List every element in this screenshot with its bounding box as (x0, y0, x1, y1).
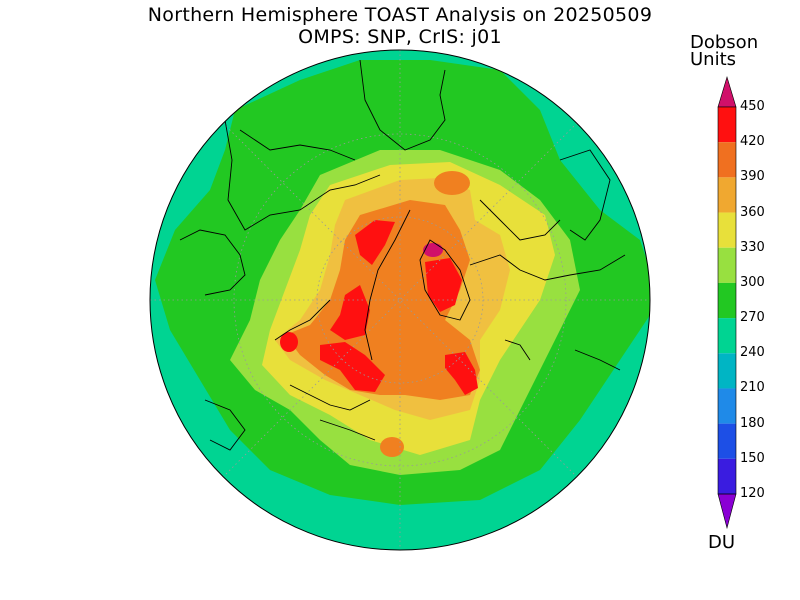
colorbar-unit: DU (708, 532, 736, 553)
colorbar-tick-label: 270 (740, 310, 765, 326)
map-border (149, 49, 651, 551)
map-title: Northern Hemisphere TOAST Analysis on 20… (0, 4, 800, 48)
colorbar-tick-label: 420 (740, 134, 765, 150)
region-390-420-north (434, 171, 470, 195)
colorbar-tick-label: 210 (740, 380, 765, 396)
title-line-1: Northern Hemisphere TOAST Analysis on 20… (147, 4, 653, 26)
colorbar-band (718, 177, 736, 213)
colorbar-band (718, 282, 736, 319)
colorbar-tick-label: 180 (740, 415, 765, 431)
region-420-450-d (445, 352, 478, 395)
colorbar-band (718, 353, 736, 389)
region-420-450-b (330, 285, 370, 340)
colorbar-tick-label: 120 (740, 486, 765, 501)
colorbar-title: Dobson Units (690, 32, 780, 70)
colorbar-tick-label: 150 (740, 450, 765, 466)
region-420-450-f (280, 332, 298, 352)
colorbar-title-line-2: Units (690, 49, 737, 70)
colorbar-band (718, 458, 736, 494)
colorbar-band (718, 423, 736, 459)
colorbar-outline (717, 106, 737, 495)
region-420-450-a (355, 220, 395, 265)
colorbar-band (718, 388, 736, 424)
region-above-450 (423, 243, 443, 257)
ozone-field (150, 50, 650, 550)
title-line-2: OMPS: SNP, CrIS: j01 (298, 26, 502, 48)
colorbar-bottom-triangle (717, 493, 737, 530)
colorbar-tick-label: 330 (740, 239, 765, 255)
colorbar-tick-label: 300 (740, 274, 765, 290)
coastlines (179, 59, 626, 451)
colorbar-band (718, 247, 736, 283)
colorbar-band (718, 318, 736, 354)
colorbar-tick-label: 360 (740, 204, 765, 220)
colorbar-tick-label: 450 (740, 99, 765, 114)
colorbar-tick-label: 240 (740, 345, 765, 361)
graticule (150, 50, 650, 550)
region-390-420-south (380, 437, 404, 457)
colorbar-title-line-1: Dobson (690, 32, 759, 53)
colorbar-band (718, 107, 736, 143)
colorbar-band (718, 212, 736, 248)
colorbar-band (718, 142, 736, 178)
colorbar-top-triangle (717, 75, 737, 108)
colorbar (717, 75, 737, 530)
colorbar-tick-label: 390 (740, 169, 765, 185)
region-420-450-e (425, 258, 462, 312)
region-420-450-c (320, 342, 385, 392)
